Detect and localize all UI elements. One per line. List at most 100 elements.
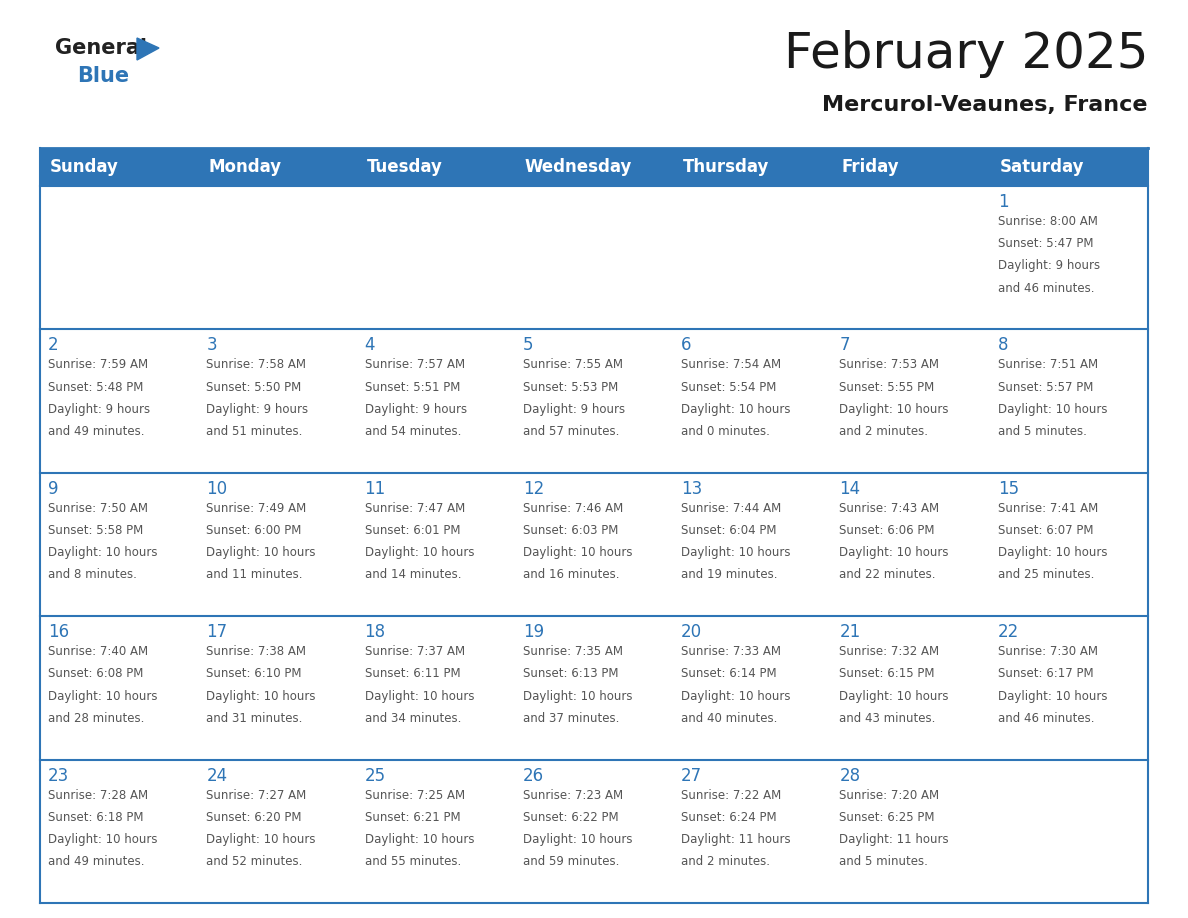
- Text: and 2 minutes.: and 2 minutes.: [681, 856, 770, 868]
- Text: Sunset: 5:57 PM: Sunset: 5:57 PM: [998, 381, 1093, 394]
- Text: 3: 3: [207, 336, 217, 354]
- Text: and 51 minutes.: and 51 minutes.: [207, 425, 303, 438]
- Text: and 54 minutes.: and 54 minutes.: [365, 425, 461, 438]
- Text: Blue: Blue: [77, 66, 129, 86]
- Text: Sunset: 5:48 PM: Sunset: 5:48 PM: [48, 381, 144, 394]
- Text: Sunrise: 7:37 AM: Sunrise: 7:37 AM: [365, 645, 465, 658]
- Bar: [990, 186, 1148, 330]
- Text: Tuesday: Tuesday: [367, 158, 442, 176]
- Bar: [990, 330, 1148, 473]
- Text: 13: 13: [681, 480, 702, 498]
- Text: 5: 5: [523, 336, 533, 354]
- Bar: [198, 186, 356, 330]
- Text: Sunrise: 8:00 AM: Sunrise: 8:00 AM: [998, 215, 1098, 228]
- Polygon shape: [137, 38, 159, 60]
- Text: 9: 9: [48, 480, 58, 498]
- Text: and 49 minutes.: and 49 minutes.: [48, 425, 145, 438]
- Bar: [674, 616, 832, 759]
- Bar: [674, 186, 832, 330]
- Text: and 52 minutes.: and 52 minutes.: [207, 856, 303, 868]
- Text: Saturday: Saturday: [1000, 158, 1085, 176]
- Text: and 57 minutes.: and 57 minutes.: [523, 425, 619, 438]
- Text: Sunrise: 7:55 AM: Sunrise: 7:55 AM: [523, 358, 623, 372]
- Text: Daylight: 10 hours: Daylight: 10 hours: [840, 403, 949, 416]
- Text: 12: 12: [523, 480, 544, 498]
- Text: 26: 26: [523, 767, 544, 785]
- Text: 1: 1: [998, 193, 1009, 211]
- Bar: [514, 616, 674, 759]
- Text: and 37 minutes.: and 37 minutes.: [523, 711, 619, 725]
- Text: 16: 16: [48, 623, 69, 641]
- Bar: [198, 759, 356, 903]
- Bar: [674, 330, 832, 473]
- Bar: [990, 759, 1148, 903]
- Text: Daylight: 10 hours: Daylight: 10 hours: [840, 546, 949, 559]
- Bar: [674, 473, 832, 616]
- Text: Wednesday: Wednesday: [525, 158, 632, 176]
- Text: and 0 minutes.: and 0 minutes.: [681, 425, 770, 438]
- Text: Sunrise: 7:27 AM: Sunrise: 7:27 AM: [207, 789, 307, 801]
- Bar: [514, 186, 674, 330]
- Text: Daylight: 10 hours: Daylight: 10 hours: [48, 689, 158, 702]
- Text: Daylight: 10 hours: Daylight: 10 hours: [681, 546, 791, 559]
- Text: 6: 6: [681, 336, 691, 354]
- Text: Sunset: 6:07 PM: Sunset: 6:07 PM: [998, 524, 1093, 537]
- Text: February 2025: February 2025: [784, 30, 1148, 78]
- Text: 8: 8: [998, 336, 1009, 354]
- Text: Daylight: 9 hours: Daylight: 9 hours: [523, 403, 625, 416]
- Text: 17: 17: [207, 623, 227, 641]
- Text: and 22 minutes.: and 22 minutes.: [840, 568, 936, 581]
- Text: Sunset: 6:11 PM: Sunset: 6:11 PM: [365, 667, 460, 680]
- Text: and 14 minutes.: and 14 minutes.: [365, 568, 461, 581]
- Text: Sunrise: 7:53 AM: Sunrise: 7:53 AM: [840, 358, 940, 372]
- Text: Sunrise: 7:20 AM: Sunrise: 7:20 AM: [840, 789, 940, 801]
- Text: Sunrise: 7:57 AM: Sunrise: 7:57 AM: [365, 358, 465, 372]
- Text: Daylight: 10 hours: Daylight: 10 hours: [365, 689, 474, 702]
- Text: 28: 28: [840, 767, 860, 785]
- Text: Sunset: 5:55 PM: Sunset: 5:55 PM: [840, 381, 935, 394]
- Text: and 19 minutes.: and 19 minutes.: [681, 568, 778, 581]
- Bar: [832, 330, 990, 473]
- Bar: [990, 473, 1148, 616]
- Text: Sunrise: 7:49 AM: Sunrise: 7:49 AM: [207, 502, 307, 515]
- Bar: [356, 759, 514, 903]
- Bar: [832, 186, 990, 330]
- Text: 21: 21: [840, 623, 860, 641]
- Bar: [514, 759, 674, 903]
- Bar: [356, 616, 514, 759]
- Text: Sunset: 6:15 PM: Sunset: 6:15 PM: [840, 667, 935, 680]
- Text: 24: 24: [207, 767, 227, 785]
- Text: and 11 minutes.: and 11 minutes.: [207, 568, 303, 581]
- Text: Daylight: 9 hours: Daylight: 9 hours: [48, 403, 150, 416]
- Text: Sunrise: 7:43 AM: Sunrise: 7:43 AM: [840, 502, 940, 515]
- Text: 19: 19: [523, 623, 544, 641]
- Text: Daylight: 10 hours: Daylight: 10 hours: [48, 833, 158, 846]
- Text: Daylight: 10 hours: Daylight: 10 hours: [523, 833, 632, 846]
- Text: 14: 14: [840, 480, 860, 498]
- Text: Sunset: 5:51 PM: Sunset: 5:51 PM: [365, 381, 460, 394]
- Text: Sunset: 6:25 PM: Sunset: 6:25 PM: [840, 811, 935, 823]
- Text: 11: 11: [365, 480, 386, 498]
- Text: Sunrise: 7:50 AM: Sunrise: 7:50 AM: [48, 502, 148, 515]
- Bar: [674, 759, 832, 903]
- Bar: [990, 616, 1148, 759]
- Bar: [40, 330, 198, 473]
- Text: 7: 7: [840, 336, 849, 354]
- Text: Daylight: 10 hours: Daylight: 10 hours: [207, 689, 316, 702]
- Text: Sunset: 5:58 PM: Sunset: 5:58 PM: [48, 524, 144, 537]
- Text: Sunset: 6:13 PM: Sunset: 6:13 PM: [523, 667, 619, 680]
- Text: 20: 20: [681, 623, 702, 641]
- Text: Sunrise: 7:28 AM: Sunrise: 7:28 AM: [48, 789, 148, 801]
- Text: Sunset: 5:47 PM: Sunset: 5:47 PM: [998, 237, 1093, 251]
- Text: Daylight: 11 hours: Daylight: 11 hours: [840, 833, 949, 846]
- Text: Daylight: 10 hours: Daylight: 10 hours: [681, 689, 791, 702]
- Text: and 31 minutes.: and 31 minutes.: [207, 711, 303, 725]
- Text: and 25 minutes.: and 25 minutes.: [998, 568, 1094, 581]
- Bar: [832, 473, 990, 616]
- Text: and 46 minutes.: and 46 minutes.: [998, 711, 1094, 725]
- Text: Thursday: Thursday: [683, 158, 770, 176]
- Bar: [514, 330, 674, 473]
- Text: Sunrise: 7:47 AM: Sunrise: 7:47 AM: [365, 502, 465, 515]
- Text: and 40 minutes.: and 40 minutes.: [681, 711, 777, 725]
- Text: Sunrise: 7:46 AM: Sunrise: 7:46 AM: [523, 502, 624, 515]
